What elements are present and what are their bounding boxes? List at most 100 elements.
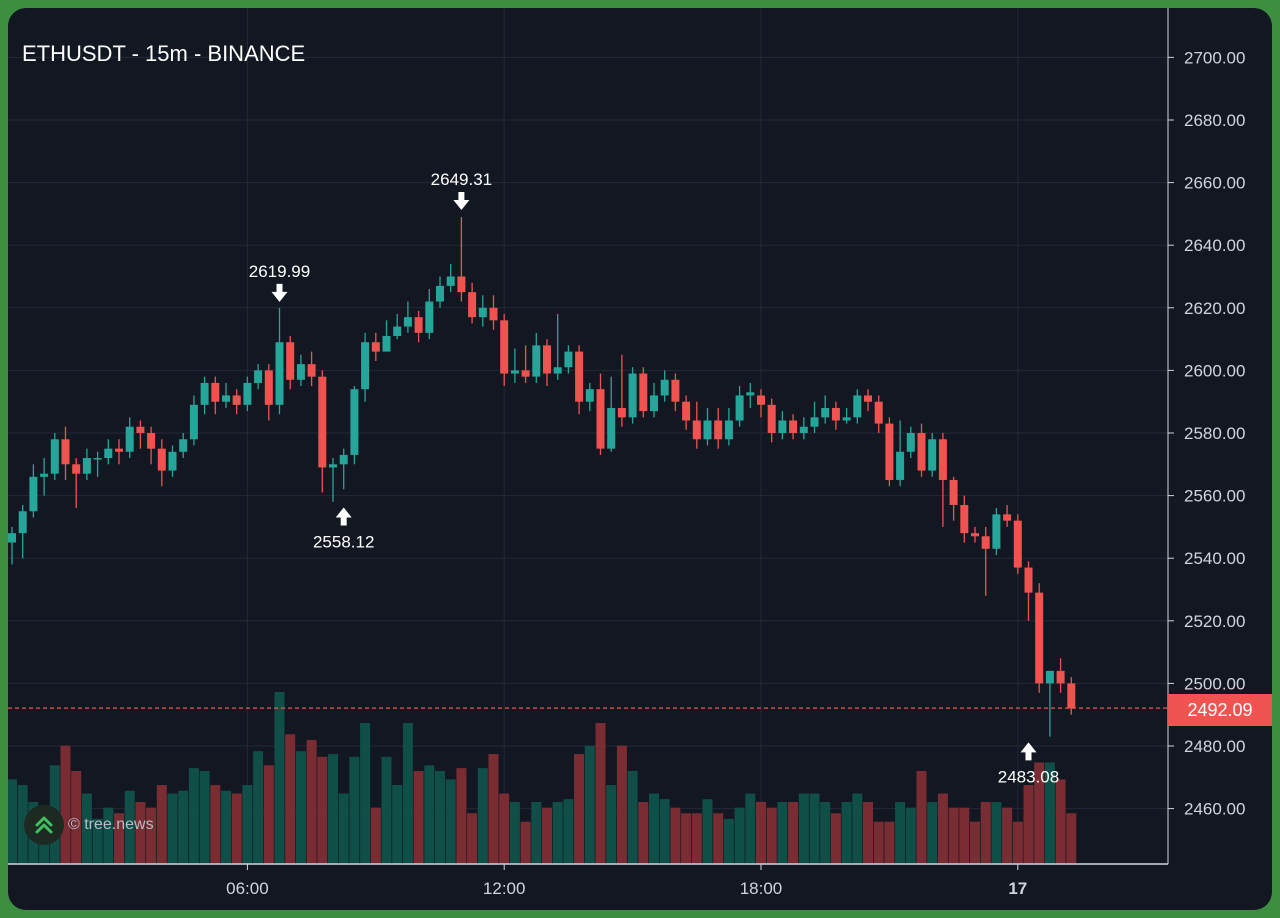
volume-bar — [92, 818, 103, 864]
volume-bar — [574, 754, 585, 864]
candle-body — [104, 448, 113, 459]
volume-bar — [146, 807, 157, 864]
candle-body — [617, 407, 626, 418]
volume-bar — [606, 785, 617, 864]
candle-body — [1013, 520, 1022, 568]
volume-bar — [766, 807, 777, 864]
volume-bar — [1002, 807, 1013, 864]
candle-body — [928, 439, 937, 471]
candle-body — [478, 307, 487, 318]
annotation-arrow-up-icon — [335, 507, 352, 526]
chart-title: ETHUSDT - 15m - BINANCE — [22, 41, 306, 66]
volume-bar — [991, 801, 1002, 864]
chart-frame[interactable]: 2619.99 2558.12 2649.31 2483.08 2700.00 2680… — [8, 8, 1272, 910]
volume-bar — [317, 756, 328, 864]
candle-body — [789, 420, 798, 433]
y-tick-label: 2620.00 — [1184, 299, 1245, 318]
candle-body — [810, 417, 819, 427]
candle-body — [264, 370, 273, 405]
candle-body — [286, 342, 295, 380]
volume-bar — [1044, 762, 1055, 864]
candle-body — [724, 420, 733, 440]
annotation-arrow-down-icon — [453, 192, 470, 211]
volume-bar — [231, 793, 242, 864]
volume-bar — [542, 807, 552, 864]
volume-bar — [873, 821, 884, 864]
volume-bar — [884, 821, 895, 864]
volume-bar — [210, 785, 221, 864]
volume-bar — [242, 785, 253, 864]
candle-body — [746, 392, 755, 396]
candle-body — [1003, 514, 1012, 521]
candlestick-chart[interactable]: 2619.99 2558.12 2649.31 2483.08 2700.00 2680… — [8, 8, 1272, 910]
candle-body — [949, 479, 958, 505]
volume-bar — [959, 807, 970, 864]
volume-bar — [659, 799, 670, 864]
volume-bar — [895, 801, 906, 864]
volume-bar — [595, 723, 606, 864]
candle-body — [553, 367, 562, 374]
volume-bar — [702, 799, 713, 864]
candle-body — [532, 345, 541, 377]
candle-body — [157, 448, 166, 471]
candle-body — [350, 389, 359, 455]
annotation-label: 2483.08 — [998, 767, 1059, 786]
volume-bar — [905, 807, 916, 864]
volume-bars — [8, 692, 1077, 864]
volume-bar — [734, 807, 745, 864]
candle-body — [50, 439, 59, 474]
candle-body — [457, 276, 466, 293]
candle-body — [906, 433, 915, 452]
candle-body — [1035, 592, 1044, 684]
candle-body — [757, 395, 765, 405]
candle-body — [575, 351, 584, 402]
candle-body — [40, 473, 49, 477]
candle-body — [243, 382, 252, 405]
volume-bar — [563, 799, 574, 864]
x-tick-label: 17 — [1008, 879, 1027, 898]
grid — [8, 8, 1168, 864]
volume-bar — [863, 801, 873, 864]
tree-news-logo-icon — [24, 805, 64, 845]
candle-body — [767, 404, 776, 433]
volume-bar — [745, 793, 756, 864]
volume-bar — [820, 801, 831, 864]
candle-body — [361, 342, 370, 390]
candle-body — [307, 364, 316, 377]
candle-body — [917, 433, 926, 471]
candle-body — [543, 345, 551, 374]
volume-bar — [616, 745, 627, 864]
volume-bar — [531, 801, 542, 864]
candle-body — [1045, 670, 1054, 684]
candle-body — [329, 464, 337, 468]
candle-body — [254, 370, 263, 383]
volume-bar — [638, 801, 649, 864]
candle-body — [18, 511, 27, 534]
candle-body — [136, 426, 145, 433]
candle-body — [61, 439, 70, 465]
volume-bar — [167, 793, 178, 864]
candle-body — [842, 417, 851, 421]
volume-bar — [970, 821, 980, 864]
volume-bar — [328, 754, 338, 864]
volume-bar — [1012, 821, 1023, 864]
candle-body — [714, 420, 723, 440]
volume-bar — [520, 821, 531, 864]
volume-bar — [360, 723, 371, 864]
y-tick-label: 2560.00 — [1184, 487, 1245, 506]
candle-body — [168, 451, 177, 471]
candle-body — [382, 335, 391, 352]
candle-body — [468, 292, 477, 318]
candle-body — [596, 389, 605, 449]
volume-bar — [927, 801, 938, 864]
candle-body — [671, 379, 680, 402]
volume-bar — [841, 801, 852, 864]
volume-bar — [552, 801, 563, 864]
candle-body — [896, 451, 905, 480]
candle-body — [628, 373, 637, 418]
volume-bar — [71, 770, 82, 864]
candles — [8, 217, 1076, 737]
volume-bar — [777, 801, 788, 864]
candle-body — [981, 536, 990, 549]
volume-bar — [1034, 762, 1045, 864]
